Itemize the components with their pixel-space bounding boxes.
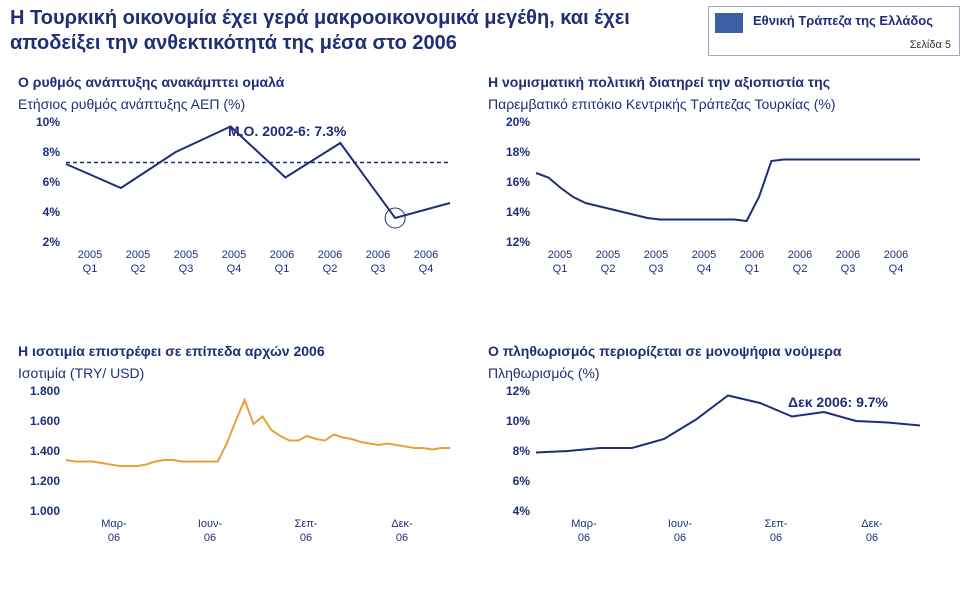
rate-subtitle: Η νομισματική πολιτική διατηρεί την αξιο… bbox=[488, 74, 942, 90]
cell-infl: Ο πληθωρισμός περιορίζεται σε μονοψήφια … bbox=[480, 339, 950, 608]
svg-text:Q2: Q2 bbox=[601, 263, 616, 275]
svg-text:1.600: 1.600 bbox=[30, 414, 60, 428]
svg-text:2005: 2005 bbox=[126, 249, 150, 261]
svg-text:Ιουν-: Ιουν- bbox=[198, 518, 223, 530]
svg-text:2005: 2005 bbox=[78, 249, 102, 261]
cell-gdp: Ο ρυθμός ανάπτυξης ανακάμπτει ομαλά Ετήσ… bbox=[10, 70, 480, 339]
gdp-chart: 2% 4% 6% 8% 10% 2005 Q1 2005 Q2 2005 Q3 2005 Q4 2006 Q… bbox=[18, 116, 458, 281]
infl-series-label: Πληθωρισμός (%) bbox=[488, 365, 942, 381]
page-title: Η Τουρκική οικονομία έχει γερά μακροοικο… bbox=[10, 6, 650, 56]
flag-icon bbox=[715, 13, 743, 33]
svg-text:2006: 2006 bbox=[366, 249, 390, 261]
svg-text:2005: 2005 bbox=[644, 249, 668, 261]
svg-text:Q3: Q3 bbox=[841, 263, 856, 275]
svg-text:8%: 8% bbox=[513, 444, 531, 458]
svg-text:Δεκ-: Δεκ- bbox=[391, 518, 413, 530]
svg-text:6%: 6% bbox=[43, 175, 61, 189]
svg-text:8%: 8% bbox=[43, 145, 61, 159]
svg-text:06: 06 bbox=[108, 532, 120, 544]
svg-text:Q3: Q3 bbox=[179, 263, 194, 275]
svg-text:Μ.Ο. 2002-6: 7.3%: Μ.Ο. 2002-6: 7.3% bbox=[228, 123, 347, 139]
svg-text:Q1: Q1 bbox=[745, 263, 760, 275]
svg-text:2006: 2006 bbox=[270, 249, 294, 261]
infl-chart: 4% 6% 8% 10% 12% Μαρ- 06 Ιουν- 06 Σεπ- 06 Δεκ- 06 Δεκ… bbox=[488, 385, 928, 550]
svg-text:1.800: 1.800 bbox=[30, 385, 60, 398]
fx-subtitle: Η ισοτιμία επιστρέφει σε επίπεδα αρχών 2… bbox=[18, 343, 472, 359]
svg-text:2006: 2006 bbox=[318, 249, 342, 261]
svg-text:06: 06 bbox=[674, 532, 686, 544]
svg-text:Q4: Q4 bbox=[227, 263, 242, 275]
svg-text:2006: 2006 bbox=[788, 249, 812, 261]
svg-text:Q4: Q4 bbox=[889, 263, 904, 275]
svg-text:Q1: Q1 bbox=[275, 263, 290, 275]
svg-text:Σεπ-: Σεπ- bbox=[295, 518, 318, 530]
rate-chart: 12% 14% 16% 18% 20% 2005 Q1 2005 Q2 2005 Q3 2005 Q4 2… bbox=[488, 116, 928, 281]
svg-text:Q2: Q2 bbox=[793, 263, 808, 275]
svg-text:06: 06 bbox=[300, 532, 312, 544]
bank-name: Εθνική Τράπεζα της Ελλάδος bbox=[753, 13, 933, 28]
svg-text:06: 06 bbox=[396, 532, 408, 544]
fx-series-label: Ισοτιμία (TRY/ USD) bbox=[18, 365, 472, 381]
page-number: Σελίδα 5 bbox=[910, 39, 951, 51]
svg-text:06: 06 bbox=[866, 532, 878, 544]
svg-text:6%: 6% bbox=[513, 474, 531, 488]
svg-text:2006: 2006 bbox=[884, 249, 908, 261]
charts-grid: Ο ρυθμός ανάπτυξης ανακάμπτει ομαλά Ετήσ… bbox=[10, 70, 950, 607]
svg-text:1.200: 1.200 bbox=[30, 474, 60, 488]
svg-text:2005: 2005 bbox=[222, 249, 246, 261]
slide: Η Τουρκική οικονομία έχει γερά μακροοικο… bbox=[0, 0, 960, 613]
svg-text:10%: 10% bbox=[36, 116, 60, 129]
cell-rate: Η νομισματική πολιτική διατηρεί την αξιο… bbox=[480, 70, 950, 339]
svg-text:06: 06 bbox=[204, 532, 216, 544]
svg-text:06: 06 bbox=[578, 532, 590, 544]
svg-text:2005: 2005 bbox=[548, 249, 572, 261]
svg-text:12%: 12% bbox=[506, 385, 530, 398]
svg-text:Q4: Q4 bbox=[419, 263, 434, 275]
svg-text:Q1: Q1 bbox=[553, 263, 568, 275]
gdp-subtitle: Ο ρυθμός ανάπτυξης ανακάμπτει ομαλά bbox=[18, 74, 472, 90]
svg-text:Q2: Q2 bbox=[323, 263, 338, 275]
svg-text:Q3: Q3 bbox=[371, 263, 386, 275]
svg-text:Μαρ-: Μαρ- bbox=[101, 518, 127, 530]
svg-text:12%: 12% bbox=[506, 235, 530, 249]
svg-text:Q1: Q1 bbox=[83, 263, 98, 275]
svg-text:2006: 2006 bbox=[836, 249, 860, 261]
svg-text:4%: 4% bbox=[43, 205, 61, 219]
svg-text:20%: 20% bbox=[506, 116, 530, 129]
svg-text:2005: 2005 bbox=[174, 249, 198, 261]
svg-text:1.400: 1.400 bbox=[30, 444, 60, 458]
svg-text:2006: 2006 bbox=[740, 249, 764, 261]
svg-text:Δεκ-: Δεκ- bbox=[861, 518, 883, 530]
svg-text:16%: 16% bbox=[506, 175, 530, 189]
svg-text:2%: 2% bbox=[43, 235, 61, 249]
svg-text:1.000: 1.000 bbox=[30, 504, 60, 518]
rate-series-label: Παρεμβατικό επιτόκιο Κεντρικής Τράπεζας … bbox=[488, 96, 942, 112]
svg-text:2005: 2005 bbox=[596, 249, 620, 261]
fx-chart: 1.000 1.200 1.400 1.600 1.800 Μαρ- 06 Ιουν- 06 Σε… bbox=[18, 385, 458, 550]
svg-text:Ιουν-: Ιουν- bbox=[668, 518, 693, 530]
svg-text:Q2: Q2 bbox=[131, 263, 146, 275]
svg-text:4%: 4% bbox=[513, 504, 531, 518]
svg-text:14%: 14% bbox=[506, 205, 530, 219]
infl-subtitle: Ο πληθωρισμός περιορίζεται σε μονοψήφια … bbox=[488, 343, 942, 359]
svg-text:2005: 2005 bbox=[692, 249, 716, 261]
svg-text:Q3: Q3 bbox=[649, 263, 664, 275]
svg-text:10%: 10% bbox=[506, 414, 530, 428]
svg-text:Μαρ-: Μαρ- bbox=[571, 518, 597, 530]
svg-text:Δεκ 2006: 9.7%: Δεκ 2006: 9.7% bbox=[788, 394, 889, 410]
gdp-series-label: Ετήσιος ρυθμός ανάπτυξης ΑΕΠ (%) bbox=[18, 96, 472, 112]
svg-text:06: 06 bbox=[770, 532, 782, 544]
cell-fx: Η ισοτιμία επιστρέφει σε επίπεδα αρχών 2… bbox=[10, 339, 480, 608]
svg-text:Q4: Q4 bbox=[697, 263, 712, 275]
svg-text:2006: 2006 bbox=[414, 249, 438, 261]
header-box: Εθνική Τράπεζα της Ελλάδος Σελίδα 5 bbox=[708, 6, 960, 56]
svg-text:Σεπ-: Σεπ- bbox=[765, 518, 788, 530]
svg-text:18%: 18% bbox=[506, 145, 530, 159]
